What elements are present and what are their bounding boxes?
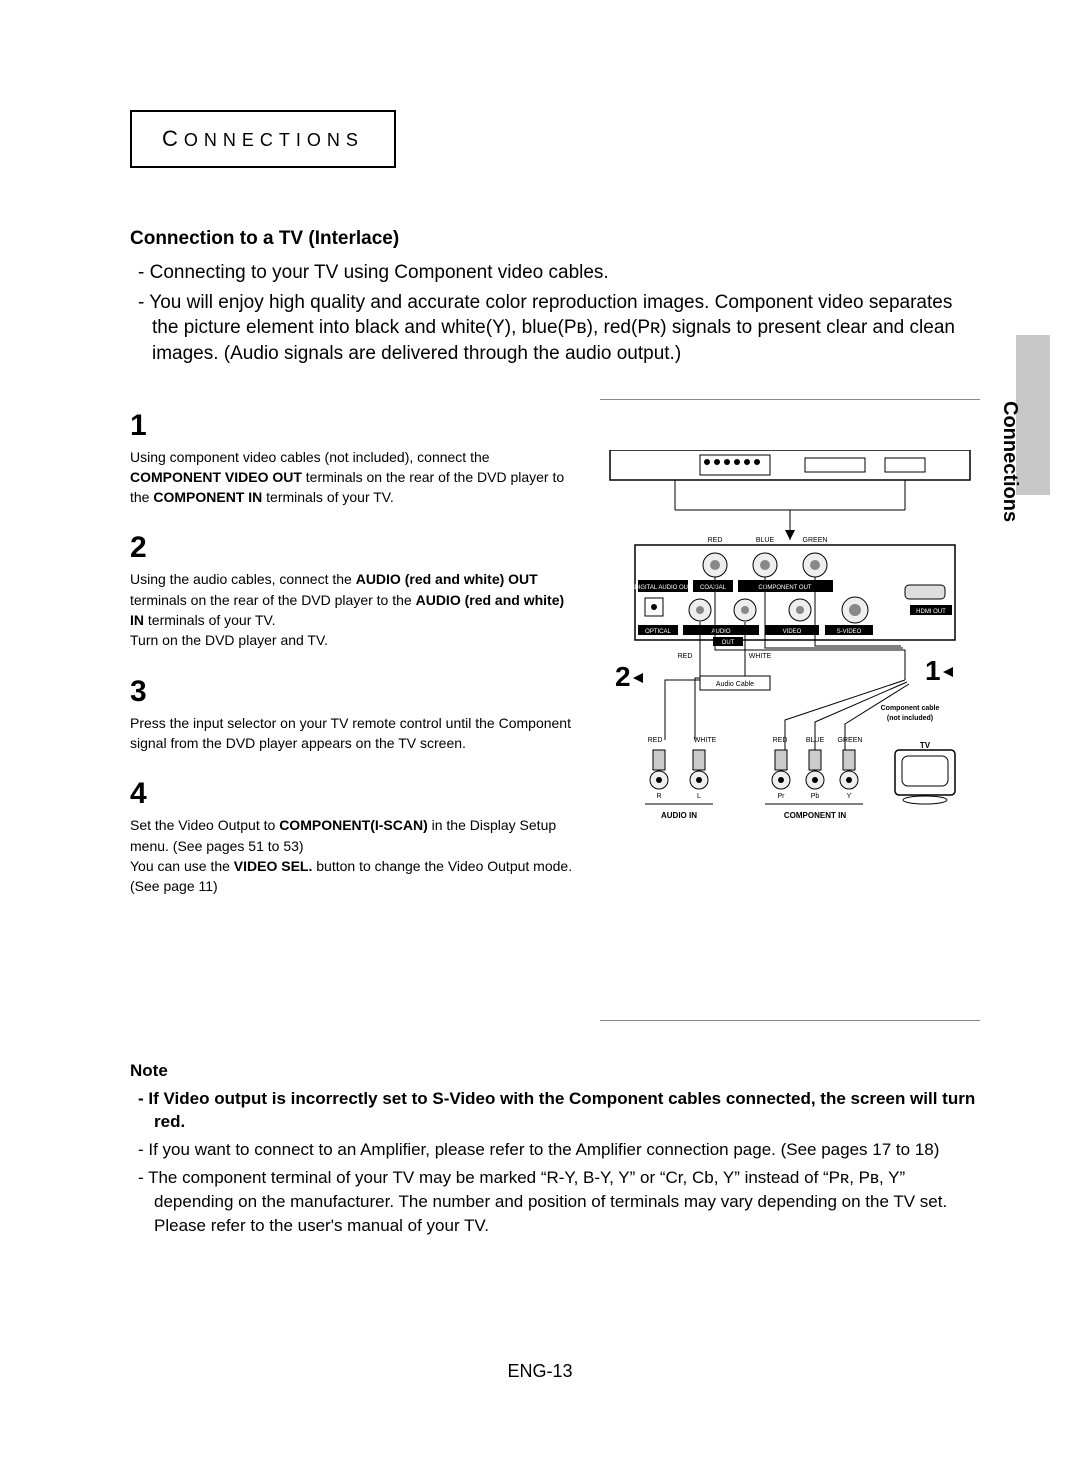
step-number: 1: [130, 409, 580, 443]
callout-one: 1: [925, 655, 941, 686]
note-item: - If Video output is incorrectly set to …: [138, 1087, 980, 1135]
audio-cable-label: Audio Cable: [716, 681, 754, 688]
tv-in-jacks: R L Pr Pb Y AUDIO IN COMPONENT IN: [645, 750, 863, 820]
plug-white: WHITE: [694, 737, 717, 744]
intro-list: - Connecting to your TV using Component …: [130, 260, 980, 367]
note-title: Note: [130, 1061, 980, 1081]
steps-area: 1 Using component video cables (not incl…: [130, 399, 980, 1021]
label-hdmi: HDMI OUT: [916, 609, 946, 615]
step-body: Using the audio cables, connect the AUDI…: [130, 569, 580, 650]
label-green: GREEN: [803, 537, 828, 544]
pin-pb: Pb: [811, 793, 820, 800]
plug-green: GREEN: [838, 737, 863, 744]
note-item: - If you want to connect to an Amplifier…: [138, 1138, 980, 1162]
step-number: 4: [130, 777, 580, 811]
note-text: If you want to connect to an Amplifier, …: [148, 1140, 939, 1159]
label-svideo: S-VIDEO: [837, 629, 862, 635]
plug-red: RED: [648, 737, 663, 744]
label-white: WHITE: [749, 653, 772, 660]
component-cable-label: Component cable: [881, 705, 940, 712]
page-footer: ENG-13: [0, 1361, 1080, 1382]
intro-item: - Connecting to your TV using Component …: [138, 260, 980, 286]
notes: Note - If Video output is incorrectly se…: [130, 1061, 980, 1238]
label-red2: RED: [678, 653, 693, 660]
connection-diagram: RED BLUE GREEN DIGITAL AUDIO OUT COAXIAL…: [600, 399, 980, 1021]
component-in-label: COMPONENT IN: [784, 811, 846, 820]
label-optical: OPTICAL: [645, 629, 671, 635]
label-video: VIDEO: [783, 629, 802, 635]
plug-blue: BLUE: [806, 737, 825, 744]
step-body: Press the input selector on your TV remo…: [130, 713, 580, 754]
intro-item: - You will enjoy high quality and accura…: [138, 290, 980, 367]
page: CONNECTIONS Connections Connection to a …: [0, 0, 1080, 1482]
side-tab-label: Connections: [998, 401, 1021, 435]
steps-column: 1 Using component video cables (not incl…: [130, 399, 580, 1021]
audio-in-label: AUDIO IN: [661, 811, 697, 820]
note-item: - The component terminal of your TV may …: [138, 1166, 980, 1237]
label-component-out: COMPONENT OUT: [758, 585, 812, 591]
label-digital-audio: DIGITAL AUDIO OUT: [634, 585, 692, 591]
pin-y: Y: [847, 793, 852, 800]
side-tab: Connections: [1016, 335, 1050, 495]
label-red: RED: [708, 537, 723, 544]
plug-red2: RED: [773, 737, 788, 744]
intro-text: Connecting to your TV using Component vi…: [150, 262, 609, 283]
pin-l: L: [697, 793, 701, 800]
component-out-row: RED BLUE GREEN: [703, 537, 827, 577]
step-body: Using component video cables (not includ…: [130, 447, 580, 508]
diagram-svg: RED BLUE GREEN DIGITAL AUDIO OUT COAXIAL…: [605, 450, 975, 880]
subheading: Connection to a TV (Interlace): [130, 228, 980, 250]
section-heading-box: CONNECTIONS: [130, 110, 396, 168]
label-coaxial: COAXIAL: [700, 585, 727, 591]
section-first-letter: C: [162, 126, 184, 151]
note-text: The component terminal of your TV may be…: [148, 1168, 947, 1235]
label-blue: BLUE: [756, 537, 775, 544]
pin-r: R: [656, 793, 661, 800]
step-number: 2: [130, 531, 580, 565]
tv-icon: TV: [895, 741, 955, 804]
step-number: 3: [130, 675, 580, 709]
label-audio: AUDIO: [711, 629, 730, 635]
callout-two: 2: [615, 661, 631, 692]
note-text: If Video output is incorrectly set to S-…: [148, 1089, 975, 1132]
intro-text: You will enjoy high quality and accurate…: [149, 292, 955, 364]
component-cable-label2: (not included): [887, 715, 933, 722]
section-label: ONNECTIONS: [184, 130, 364, 150]
tv-label: TV: [920, 741, 931, 750]
label-out: OUT: [722, 640, 735, 646]
step-body: Set the Video Output to COMPONENT(I-SCAN…: [130, 815, 580, 896]
pin-pr: Pr: [778, 793, 786, 800]
